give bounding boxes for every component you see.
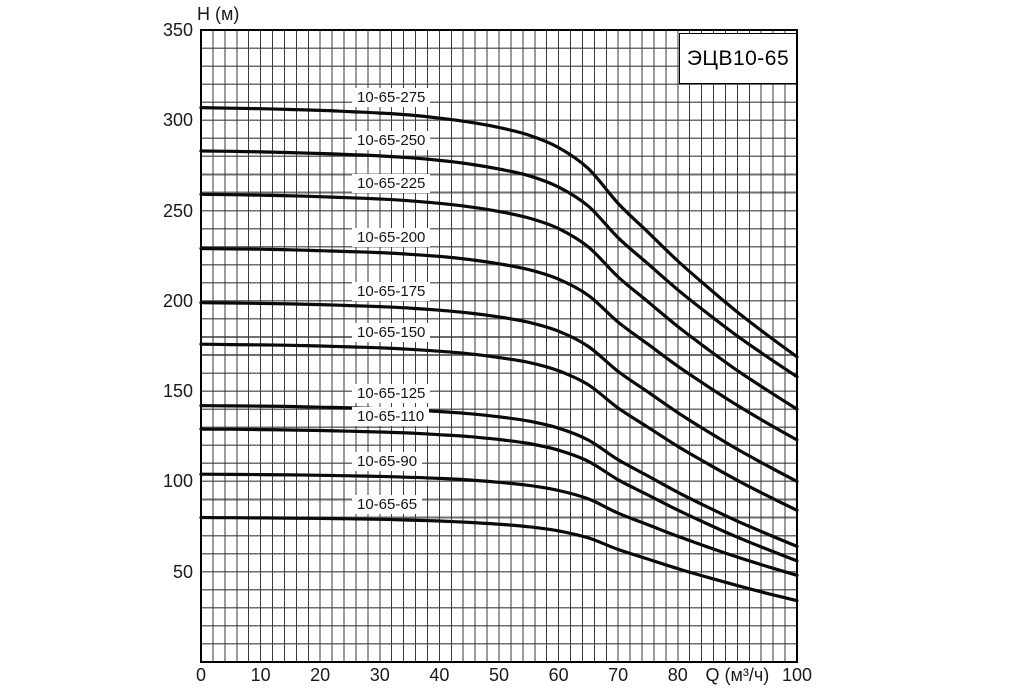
x-tick-label-100: 100: [781, 665, 813, 685]
curve-label-10-65-150: 10-65-150: [352, 322, 431, 342]
x-tick-label-40: 40: [429, 665, 450, 685]
x-tick-label-0: 0: [195, 665, 207, 685]
x-axis-title: Q (м³/ч): [705, 665, 770, 685]
x-tick-label-70: 70: [608, 665, 629, 685]
y-axis-title: Н (м): [197, 4, 240, 24]
y-tick-label-350: 350: [162, 20, 193, 40]
pump-curve-10-65-225: [199, 192, 799, 411]
pump-curve-10-65-275: [199, 106, 799, 359]
plot-border: [200, 29, 798, 663]
curve-label-10-65-275: 10-65-275: [352, 87, 431, 107]
y-tick-label-100: 100: [162, 471, 193, 492]
y-tick-label-300: 300: [162, 110, 193, 131]
pump-curve-10-65-200: [199, 246, 799, 442]
chart-title-box: ЭЦВ10-65: [679, 33, 797, 84]
curve-label-10-65-90: 10-65-90: [352, 451, 423, 471]
y-tick-label-50: 50: [172, 561, 193, 582]
pump-curve-10-65-150: [199, 342, 799, 512]
x-tick-label-50: 50: [488, 665, 510, 685]
y-tick-label-200: 200: [162, 290, 193, 311]
plot-grid: [200, 29, 798, 663]
curve-label-10-65-200: 10-65-200: [352, 227, 431, 247]
chart-title: ЭЦВ10-65: [686, 46, 790, 70]
curve-label-10-65-125: 10-65-125: [352, 383, 431, 403]
y-tick-label-250: 250: [162, 200, 193, 221]
x-tick-label-20: 20: [310, 665, 331, 685]
curve-label-10-65-225: 10-65-225: [352, 173, 431, 193]
pump-curve-10-65-110: [199, 427, 799, 563]
x-tick-label-60: 60: [548, 665, 569, 685]
curve-label-10-65-250: 10-65-250: [352, 130, 431, 150]
curve-label-10-65-175: 10-65-175: [352, 281, 431, 301]
x-tick-label-10: 10: [250, 665, 271, 685]
pump-curve-10-65-175: [199, 301, 799, 483]
curve-label-10-65-110: 10-65-110: [352, 407, 430, 427]
pump-curve-10-65-90: [199, 472, 799, 577]
pump-curve-10-65-65: [199, 515, 799, 603]
x-tick-label-30: 30: [369, 665, 390, 685]
x-tick-label-80: 80: [667, 665, 688, 685]
pump-curve-10-65-125: [199, 404, 799, 548]
pump-curve-10-65-250: [199, 149, 799, 379]
curve-label-10-65-65: 10-65-65: [352, 494, 423, 514]
y-tick-label-150: 150: [162, 381, 193, 402]
